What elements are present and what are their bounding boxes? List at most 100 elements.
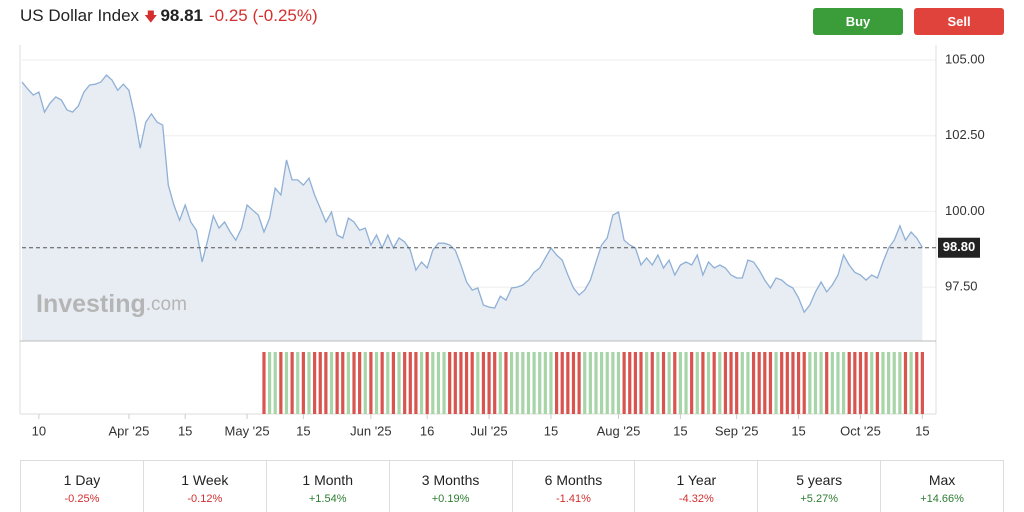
timeframe[interactable]: 1 Month +1.54% (267, 461, 390, 512)
volume-bar (881, 352, 885, 414)
volume-bar (611, 352, 615, 414)
volume-bar (408, 352, 412, 414)
volume-bar (386, 352, 390, 414)
volume-bar (875, 352, 879, 414)
watermark-suffix: .com (146, 294, 187, 315)
timeframe[interactable]: 1 Day -0.25% (21, 461, 144, 512)
volume-bar (813, 352, 818, 414)
timeframe-change: -0.12% (187, 493, 223, 505)
timeframe[interactable]: 3 Months +0.19% (390, 461, 513, 512)
x-tick-label: Jun '25 (350, 423, 392, 438)
volume-bar (673, 352, 677, 414)
y-tick-label: 105.00 (945, 51, 985, 66)
volume-bar (414, 352, 418, 414)
volume-bar (628, 352, 632, 414)
volume-bar (864, 352, 868, 414)
volume-bar (785, 352, 789, 414)
x-tick-label: 15 (178, 423, 192, 438)
x-tick-label: 16 (420, 423, 434, 438)
volume-bar (808, 352, 812, 414)
timeframe-change: +1.54% (308, 493, 347, 505)
last-price-label: 98.80 (943, 239, 976, 254)
volume-bar (735, 352, 739, 414)
volume-bar (583, 352, 587, 414)
volume-bar (768, 352, 773, 414)
volume-bar (268, 352, 272, 414)
timeframe[interactable]: 5 years +5.27% (758, 461, 882, 512)
volume-bar (431, 352, 435, 414)
buy-button[interactable]: Buy (813, 8, 903, 35)
y-tick-label: 102.50 (945, 127, 985, 142)
volume-bar (920, 352, 924, 414)
volume-bar (616, 352, 621, 414)
volume-bar (706, 352, 711, 414)
chart: Investing.com 105.00 102.50 100.00 97.50 10 A… (19, 45, 985, 438)
timeframe-label: 1 Week (181, 472, 229, 488)
volume-bar (509, 352, 514, 414)
x-tick-label: May '25 (225, 423, 270, 438)
volume-bar (526, 352, 531, 414)
volume-bar (571, 352, 576, 414)
volume-bar (751, 352, 756, 414)
timeframe[interactable]: Max +14.66% (881, 461, 1003, 512)
volume-bar (633, 352, 637, 414)
volume-bar (650, 352, 654, 414)
volume-bar (369, 352, 373, 414)
volume-bar (740, 352, 744, 414)
timeframe[interactable]: 6 Months -1.41% (513, 461, 636, 512)
volume-bar (819, 352, 823, 414)
timeframe-change: -0.25% (64, 493, 100, 505)
volume-bar (690, 352, 694, 414)
sell-button[interactable]: Sell (914, 8, 1004, 35)
volume-bar (560, 352, 564, 414)
volume-bar (397, 352, 401, 414)
volume-bar (313, 352, 317, 414)
y-tick-label: 97.50 (945, 279, 978, 294)
volume-bar (774, 352, 778, 414)
volume-bar (847, 352, 851, 414)
volume-bar (915, 352, 919, 414)
volume-bar (858, 352, 863, 414)
volume-bar (521, 352, 525, 414)
timeframe-label: 1 Year (676, 472, 717, 488)
title: US Dollar Index (20, 6, 140, 25)
timeframe-label: Max (928, 472, 956, 488)
volume-bar (667, 352, 671, 414)
x-tick-label: 15 (544, 423, 558, 438)
volume-bar (358, 352, 362, 414)
timeframe[interactable]: 1 Year -4.32% (635, 461, 759, 512)
volume-bar (318, 352, 322, 414)
price: 98.81 (160, 6, 203, 25)
volume-bar (464, 352, 469, 414)
volume-bar (453, 352, 457, 414)
volume-bar (335, 352, 339, 414)
timeframe-bar: 1 Day -0.25% 1 Week -0.12% 1 Month +1.54% 3 Mo… (20, 460, 1004, 512)
timeframe-label: 1 Day (63, 472, 101, 488)
volume-bar (459, 352, 463, 414)
x-tick-label: Oct '25 (840, 423, 881, 438)
volume-bar (436, 352, 441, 414)
price-line (21, 74, 923, 314)
x-tick-label: 15 (915, 423, 929, 438)
volume-bar (678, 352, 682, 414)
volume-bar (442, 352, 446, 414)
volume-bar (341, 352, 345, 414)
timeframe-label: 6 Months (544, 472, 603, 488)
volume-bar (588, 352, 592, 414)
down-arrow: 🡇 (144, 9, 158, 24)
timeframe[interactable]: 1 Week -0.12% (144, 461, 267, 512)
volume-bar (684, 352, 688, 414)
volume-bar (307, 352, 311, 414)
x-tick-label: Sep '25 (715, 423, 759, 438)
volume-bar (594, 352, 598, 414)
area (22, 75, 923, 341)
watermark: Investing.com (36, 290, 187, 318)
x-tick-label: Jul '25 (470, 423, 507, 438)
volume-bar (290, 352, 294, 414)
volume-bar (830, 352, 834, 414)
volume-bar (898, 352, 902, 414)
volume-bar (757, 352, 761, 414)
timeframe-change: +5.27% (800, 493, 838, 505)
volume-bar (296, 352, 300, 414)
volume-bar (802, 352, 806, 414)
